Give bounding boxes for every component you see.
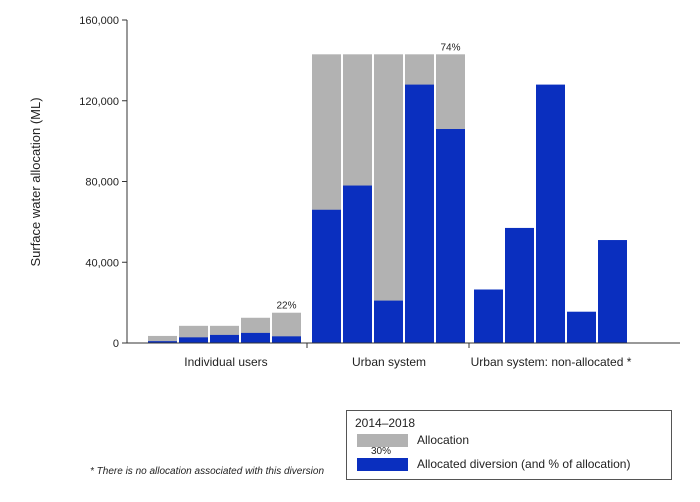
legend-swatch-diversion [357,458,408,471]
allocation-bar [374,54,403,343]
allocation-bar [148,335,177,343]
diversion-bar [374,300,403,343]
legend: 2014–2018 Allocation 30% Allocated diver… [346,410,672,480]
legend-swatch-allocation [357,434,408,447]
diversion-bar [343,185,372,343]
y-axis: 0 40,000 80,000 120,000 160,000 [79,15,127,350]
diversion-bar [405,84,434,343]
diversion-bar [436,129,465,343]
y-tick-label: 80,000 [85,177,119,189]
percent-label: 22% [276,301,296,312]
legend-label-diversion: Allocated diversion (and % of allocation… [417,457,631,471]
diversion-bar [598,240,627,343]
diversion-bar [536,84,565,343]
diversion-bar [241,332,270,343]
category-label: Individual users [184,355,267,369]
y-tick-label: 120,000 [79,96,119,108]
category-labels: Individual users Urban system Urban system… [184,355,631,369]
percent-label: 74% [440,42,460,53]
diversion-bar [505,227,534,343]
diversion-bar [210,334,239,343]
diversion-bar [312,209,341,343]
legend-label-allocation: Allocation [417,433,470,447]
y-tick-label: 160,000 [79,15,119,27]
diversion-bar [179,337,208,343]
diversion-bar [148,341,177,343]
bars: 22% 74% [148,42,627,343]
footnote: * There is no allocation associated with… [90,466,325,477]
diversion-bar [474,289,503,343]
diversion-bar [567,311,596,343]
legend-title: 2014–2018 [355,416,416,430]
category-label: Urban system [352,355,426,369]
axes [126,20,680,348]
y-axis-label: Surface water allocation (ML) [28,97,43,266]
category-label: Urban system: non-allocated * [471,355,632,369]
y-tick-label: 0 [113,338,119,350]
legend-sample-percent: 30% [371,446,392,457]
y-tick-label: 40,000 [85,257,119,269]
diversion-bar [272,336,301,343]
